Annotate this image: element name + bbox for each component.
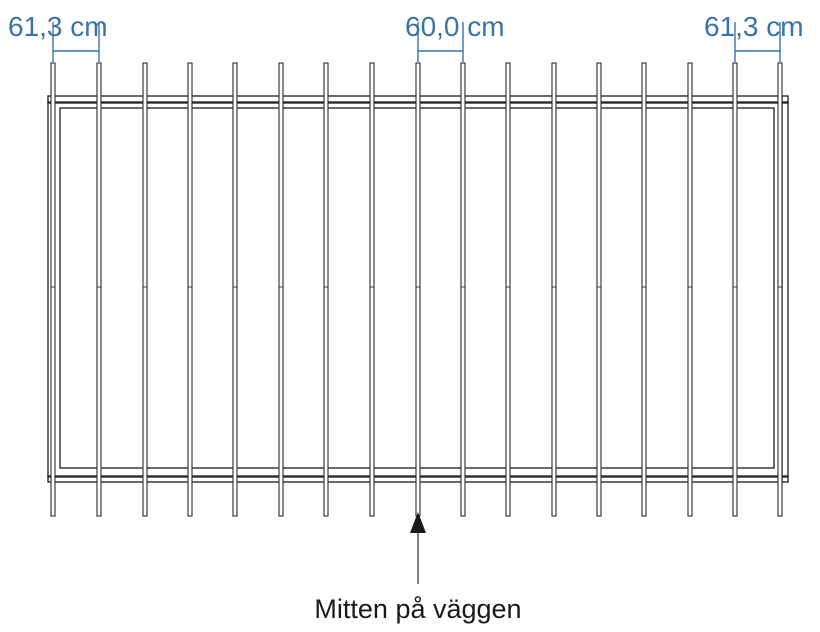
stud-13 <box>596 62 602 517</box>
stud-15 <box>687 62 693 517</box>
stud-3 <box>142 62 148 517</box>
stud-2 <box>96 62 102 517</box>
center-indicator: Mitten på väggen <box>314 512 522 624</box>
stud-11 <box>505 62 511 517</box>
stud-10 <box>460 62 466 517</box>
stud-6 <box>278 62 284 517</box>
stud-5 <box>232 62 238 517</box>
dimension-label-center: 60,0 cm <box>405 11 505 42</box>
stud-1 <box>50 62 56 517</box>
stud-16 <box>732 62 738 517</box>
stud-8 <box>369 62 375 517</box>
stud-9 <box>415 62 421 517</box>
dimension-label-left: 61,3 cm <box>8 11 108 42</box>
stud-4 <box>187 62 193 517</box>
stud-17 <box>777 62 783 517</box>
studs-group <box>50 62 783 517</box>
stud-12 <box>551 62 557 517</box>
center-caption: Mitten på väggen <box>314 594 521 624</box>
center-arrow-head <box>410 512 426 533</box>
dimension-left: 61,3 cm <box>8 11 108 62</box>
stud-14 <box>641 62 647 517</box>
dimension-label-right: 61,3 cm <box>704 11 804 42</box>
dimension-right: 61,3 cm <box>704 11 804 62</box>
dimension-center: 60,0 cm <box>405 11 505 62</box>
stud-7 <box>323 62 329 517</box>
